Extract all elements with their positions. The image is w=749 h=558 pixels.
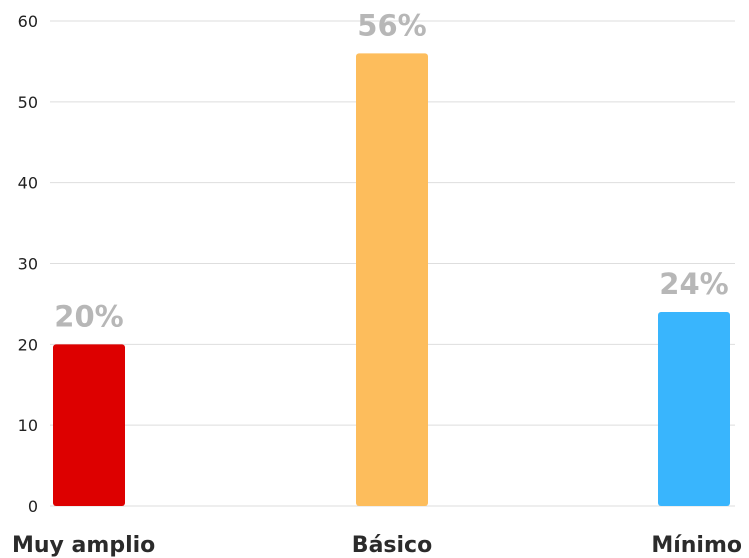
category-label: Básico xyxy=(352,533,432,558)
bars xyxy=(53,53,730,506)
data-label: 56% xyxy=(357,8,426,42)
y-tick-label: 50 xyxy=(18,93,38,112)
bar-muy-amplio xyxy=(53,344,125,506)
y-tick-label: 0 xyxy=(28,497,38,516)
y-tick-label: 10 xyxy=(18,416,38,435)
category-labels: Muy amplio Básico Mínimo xyxy=(12,533,742,558)
y-axis-tick-labels: 0 10 20 30 40 50 60 xyxy=(18,12,38,516)
category-label: Mínimo xyxy=(651,533,742,558)
data-label: 20% xyxy=(54,299,123,333)
y-tick-label: 30 xyxy=(18,255,38,274)
y-tick-label: 60 xyxy=(18,12,38,31)
y-tick-label: 40 xyxy=(18,174,38,193)
data-labels: 20% 56% 24% xyxy=(54,8,728,333)
data-label: 24% xyxy=(659,267,728,301)
y-tick-label: 20 xyxy=(18,335,38,354)
category-label: Muy amplio xyxy=(12,533,155,558)
bar-m-nimo xyxy=(658,312,730,506)
bar-b-sico xyxy=(356,53,428,506)
